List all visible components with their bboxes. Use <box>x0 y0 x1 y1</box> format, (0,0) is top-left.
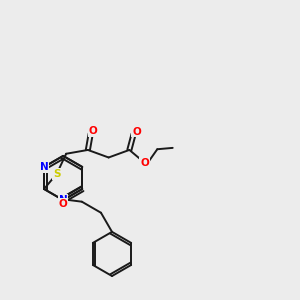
Text: O: O <box>59 199 68 209</box>
Text: N: N <box>59 195 68 205</box>
Text: O: O <box>89 126 98 136</box>
Text: S: S <box>53 169 61 179</box>
Text: O: O <box>132 127 141 136</box>
Text: O: O <box>140 158 149 168</box>
Text: N: N <box>40 162 48 172</box>
